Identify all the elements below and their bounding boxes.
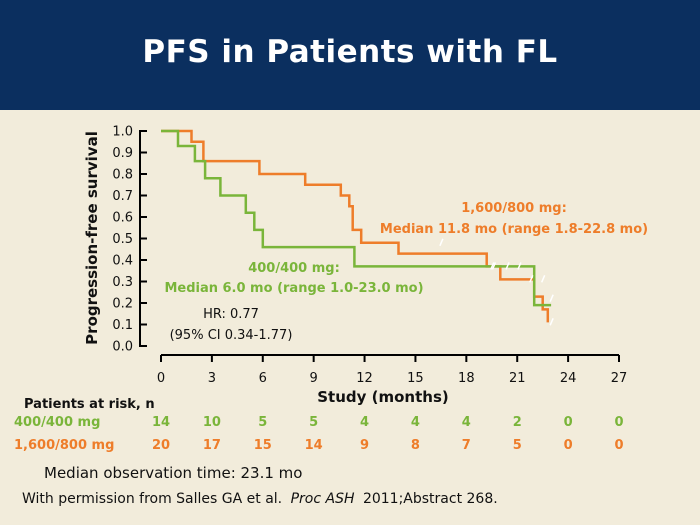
risk-value: 14 [305, 438, 323, 453]
chart-axes: 0.0 0.1 0.2 0.3 0.4 0.5 0.6 0.7 0.8 0.9 1.0 0 3 6 9 12 1… [112, 125, 627, 387]
hr-value: HR: 0.77 [203, 307, 259, 322]
orange-annotation-title: 1,600/800 mg: [461, 201, 567, 216]
risk-value: 5 [258, 415, 267, 430]
risk-row-label: 400/400 mg [14, 415, 100, 430]
x-tick-label: 9 [310, 371, 318, 386]
risk-value: 0 [614, 438, 623, 453]
slide-title: PFS in Patients with FL [142, 34, 558, 70]
risk-value: 5 [309, 415, 318, 430]
risk-value: 0 [614, 415, 623, 430]
risk-table-header: Patients at risk, n [24, 397, 155, 412]
y-tick-label: 0.5 [112, 232, 133, 247]
y-tick-label: 0.9 [112, 146, 133, 161]
censor-mark [505, 262, 510, 270]
y-tick-label: 0.3 [112, 275, 133, 290]
risk-value: 9 [360, 438, 369, 453]
series-layer [161, 129, 552, 323]
risk-value: 2 [513, 415, 522, 430]
x-axis-label: Study (months) [317, 388, 449, 406]
x-tick-label: 3 [208, 371, 216, 386]
y-tick-label: 1.0 [112, 125, 133, 140]
y-tick-label: 0.0 [112, 340, 133, 355]
censor-mark [439, 238, 444, 247]
risk-value: 10 [203, 415, 221, 430]
risk-value: 4 [462, 415, 471, 430]
censor-mark [491, 262, 497, 270]
y-tick-label: 0.6 [112, 211, 133, 226]
risk-value: 17 [203, 438, 221, 453]
permission-citation: With permission from Salles GA et al. Pr… [22, 491, 498, 507]
x-tick-label: 21 [509, 371, 526, 386]
orange-annotation-median: Median 11.8 mo (range 1.8-22.8 mo) [380, 222, 648, 237]
x-tick-label: 0 [157, 371, 165, 386]
x-tick-label: 24 [560, 371, 577, 386]
risk-value: 5 [513, 438, 522, 453]
risk-table: 400/400 mg 14 10 5 5 4 4 4 2 0 01,600/800 mg 20 17 15… [14, 415, 624, 453]
risk-value: 4 [411, 415, 420, 430]
risk-value: 4 [360, 415, 369, 430]
risk-value: 0 [564, 438, 573, 453]
x-tick-label: 6 [259, 371, 267, 386]
citation-prefix: With permission from Salles GA et al. [22, 491, 282, 507]
y-tick-label: 0.8 [112, 168, 133, 183]
y-tick-label: 0.4 [112, 254, 133, 269]
risk-value: 7 [462, 438, 471, 453]
censor-mark [490, 262, 495, 270]
risk-value: 0 [564, 415, 573, 430]
risk-value: 14 [152, 415, 170, 430]
green-annotation-title: 400/400 mg: [248, 261, 340, 276]
risk-value: 15 [254, 438, 272, 453]
y-tick-label: 0.7 [112, 189, 133, 204]
km-line-green-400-400 [161, 129, 552, 307]
hr-confidence-interval: (95% CI 0.34-1.77) [170, 328, 293, 343]
y-tick-label: 0.1 [112, 318, 133, 333]
y-tick-label: 0.2 [112, 297, 133, 312]
risk-value: 20 [152, 438, 170, 453]
y-axis-label: Progression-free survival [83, 131, 101, 345]
censor-mark [529, 275, 534, 283]
risk-row-label: 1,600/800 mg [14, 438, 114, 453]
x-tick-label: 12 [356, 371, 373, 386]
censor-mark [549, 318, 554, 326]
risk-value: 8 [411, 438, 420, 453]
title-banner: PFS in Patients with FL [0, 0, 700, 110]
median-observation-time: Median observation time: 23.1 mo [44, 464, 302, 482]
citation-suffix: 2011;Abstract 268. [363, 491, 498, 507]
green-annotation-median: Median 6.0 mo (range 1.0-23.0 mo) [164, 281, 423, 296]
x-tick-label: 27 [611, 371, 628, 386]
x-tick-label: 15 [407, 371, 424, 386]
censor-mark [549, 294, 554, 302]
x-tick-label: 18 [458, 371, 475, 386]
censor-layer [439, 238, 554, 326]
censor-mark [517, 262, 522, 270]
citation-journal: Proc ASH [291, 491, 355, 507]
censor-mark [540, 275, 546, 283]
